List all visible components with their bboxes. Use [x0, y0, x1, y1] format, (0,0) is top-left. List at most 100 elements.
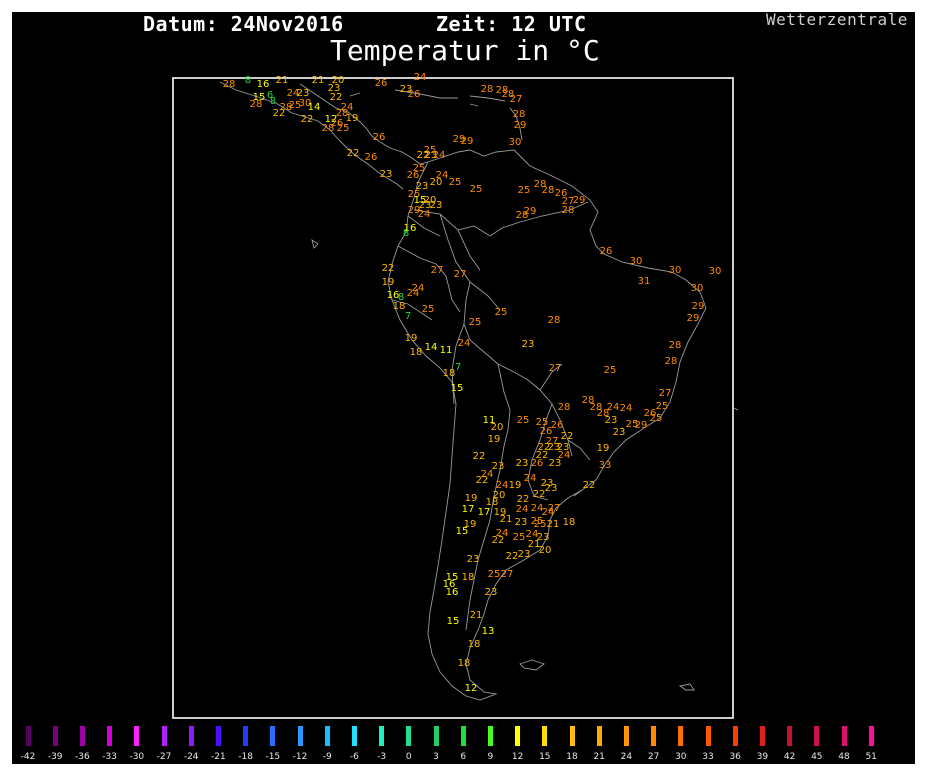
station-temperature-label: 22: [583, 480, 596, 491]
legend-swatch: [651, 726, 657, 746]
station-temperature-label: 24: [418, 209, 431, 220]
station-temperature-label: 27: [431, 265, 444, 276]
station-temperature-label: 26: [531, 458, 544, 469]
legend-tick-label: 0: [405, 752, 412, 762]
legend-swatch: [841, 726, 847, 746]
map-plot-border: [172, 77, 734, 719]
station-temperature-label: 25: [337, 123, 350, 134]
legend-tick-label: -9: [322, 752, 332, 762]
station-temperature-label: 18: [462, 572, 475, 583]
station-temperature-label: 8: [403, 228, 409, 239]
station-temperature-label: 18: [563, 517, 576, 528]
station-temperature-label: 25: [650, 413, 663, 424]
station-temperature-label: 30: [509, 137, 522, 148]
station-temperature-label: 22: [561, 431, 574, 442]
station-temperature-label: 26: [540, 426, 553, 437]
zeit-label-text: Zeit:: [436, 12, 499, 36]
station-temperature-label: 27: [546, 436, 559, 447]
station-temperature-label: 15: [447, 616, 460, 627]
station-temperature-label: 27: [510, 94, 523, 105]
legend-tick-label: 9: [487, 752, 494, 762]
station-temperature-label: 15: [253, 92, 266, 103]
station-temperature-label: 28: [336, 108, 349, 119]
station-temperature-label: 15: [456, 526, 469, 537]
station-temperature-label: 19: [488, 434, 501, 445]
station-temperature-label: 28: [665, 356, 678, 367]
legend-tick-label: -21: [211, 752, 226, 762]
station-temperature-label: 26: [331, 118, 344, 129]
station-temperature-label: 24: [341, 102, 354, 113]
legend-tick-label: 39: [756, 752, 769, 762]
station-temperature-label: 29: [461, 136, 474, 147]
legend-swatch: [351, 726, 357, 746]
station-temperature-label: 22: [330, 92, 343, 103]
station-temperature-label: 27: [549, 363, 562, 374]
station-temperature-label: 15: [451, 383, 464, 394]
legend-tick-label: 3: [433, 752, 439, 762]
station-temperature-label: 28: [562, 205, 575, 216]
legend-swatch: [215, 726, 221, 746]
station-temperature-label: 22: [536, 450, 549, 461]
station-temperature-label: 26: [600, 246, 613, 257]
station-temperature-label: 24: [412, 283, 425, 294]
station-temperature-label: 19: [464, 519, 477, 530]
station-temperature-label: 22: [417, 150, 430, 161]
station-temperature-label: 22: [476, 475, 489, 486]
station-temperature-label: 23: [545, 483, 558, 494]
station-temperature-label: 26: [407, 170, 420, 181]
station-temperature-label: 11: [483, 415, 496, 426]
legend-swatch: [596, 726, 602, 746]
station-temperature-label: 27: [454, 269, 467, 280]
zeit-value: 12 UTC: [511, 12, 587, 36]
station-temperature-label: 24: [526, 529, 539, 540]
station-temperature-label: 18: [458, 658, 471, 669]
station-temperature-label: 7: [455, 362, 461, 373]
station-temperature-label: 19: [405, 333, 418, 344]
station-temperature-label: 18: [468, 639, 481, 650]
station-temperature-label: 24: [458, 338, 471, 349]
station-temperature-label: 23: [541, 478, 554, 489]
station-temperature-label: 22: [492, 535, 505, 546]
station-temperature-label: 25: [517, 415, 530, 426]
legend-swatch: [542, 726, 548, 746]
station-temperature-label: 29: [453, 134, 466, 145]
station-temperature-label: 26: [365, 152, 378, 163]
legend-tick-label: 6: [460, 752, 467, 762]
station-temperature-label: 16: [404, 223, 417, 234]
station-temperature-label: 29: [573, 195, 586, 206]
station-temperature-label: 25: [413, 163, 426, 174]
station-temperature-label: 20: [491, 422, 504, 433]
station-temperature-label: 22: [273, 108, 286, 119]
station-temperature-label: 23: [492, 461, 505, 472]
legend-swatch: [678, 726, 684, 746]
station-temperature-label: 29: [514, 120, 527, 131]
station-temperature-label: 25: [536, 417, 549, 428]
legend-swatch: [161, 726, 167, 746]
legend-tick-label: 24: [620, 752, 633, 762]
station-temperature-label: 30: [630, 256, 643, 267]
country-borders: [391, 201, 591, 631]
station-temperature-label: 28: [502, 89, 515, 100]
station-temperature-label: 8: [245, 75, 251, 86]
station-temperature-label: 19: [597, 443, 610, 454]
station-temperature-label: 21: [528, 539, 541, 550]
legend-swatch: [732, 726, 738, 746]
station-temperature-label: 19: [509, 480, 522, 491]
station-temperature-label: 28: [582, 395, 595, 406]
legend-swatch: [379, 726, 385, 746]
station-temperature-label: 28: [597, 408, 610, 419]
station-temperature-label: 23: [419, 200, 432, 211]
station-temperature-label: 28: [558, 402, 571, 413]
station-temperature-label: 28: [223, 79, 236, 90]
station-temperature-label: 11: [440, 345, 453, 356]
station-temperature-label: 25: [488, 569, 501, 580]
zeit-label: Zeit: 12 UTC: [436, 12, 587, 36]
station-temperature-label: 20: [424, 195, 437, 206]
station-temperature-label: 19: [465, 493, 478, 504]
station-temperature-label: 25: [604, 365, 617, 376]
station-temperature-label: 24: [481, 469, 494, 480]
station-temperature-label: 21: [470, 610, 483, 621]
legend-tick-label: -27: [156, 752, 172, 762]
legend-swatch: [814, 726, 820, 746]
station-temperature-label: 23: [467, 554, 480, 565]
